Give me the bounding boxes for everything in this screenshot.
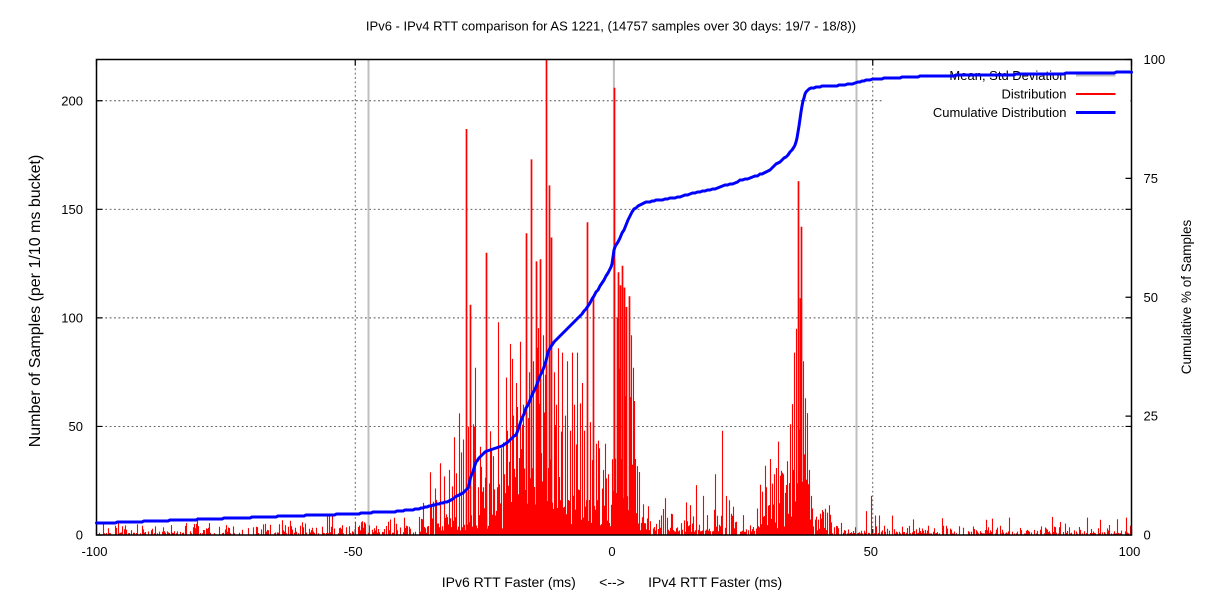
svg-text:Distribution: Distribution [1001, 87, 1066, 102]
svg-text:Cumulative % of Samples: Cumulative % of Samples [1179, 219, 1194, 374]
svg-text:75: 75 [1144, 171, 1158, 186]
svg-text:150: 150 [61, 202, 83, 217]
svg-text:Cumulative Distribution: Cumulative Distribution [933, 105, 1067, 120]
svg-text:0: 0 [608, 544, 615, 559]
svg-text:-100: -100 [81, 544, 107, 559]
svg-text:0: 0 [76, 528, 83, 543]
svg-text:IPv6 RTT Faster (ms) <-->: IPv6 RTT Faster (ms) <--> IPv4 RTT Faste… [442, 574, 782, 590]
svg-text:50: 50 [1144, 290, 1158, 305]
svg-text:100: 100 [61, 310, 83, 325]
svg-text:100: 100 [1119, 544, 1141, 559]
svg-text:0: 0 [1144, 528, 1151, 543]
svg-text:25: 25 [1144, 409, 1158, 424]
svg-text:IPv6 - IPv4 RTT comparison for: IPv6 - IPv4 RTT comparison for AS 1221, … [366, 19, 856, 34]
svg-text:100: 100 [1144, 52, 1166, 67]
svg-text:200: 200 [61, 93, 83, 108]
svg-text:-50: -50 [344, 544, 363, 559]
svg-text:50: 50 [864, 544, 878, 559]
svg-text:Number of Samples (per 1/10 ms: Number of Samples (per 1/10 ms bucket) [27, 155, 44, 448]
svg-text:50: 50 [69, 419, 83, 434]
